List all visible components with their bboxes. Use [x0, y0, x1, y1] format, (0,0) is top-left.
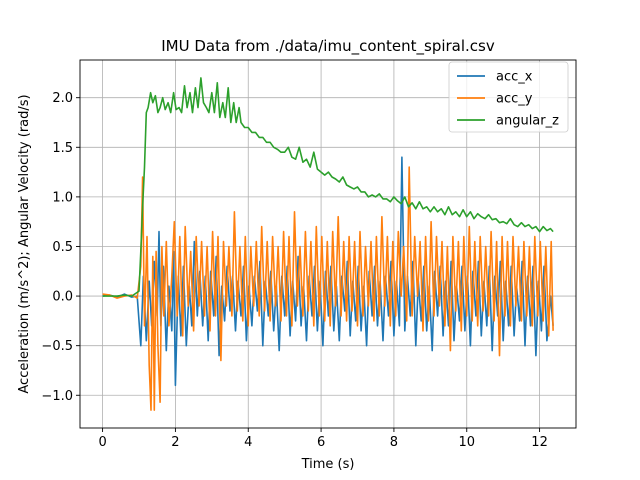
x-tick-label: 4: [244, 435, 252, 450]
x-tick-label: 10: [458, 435, 475, 450]
x-tick-label: 6: [317, 435, 325, 450]
y-axis-title: Acceleration (m/s^2); Angular Velocity (…: [17, 94, 32, 393]
y-tick-label: 1.5: [52, 141, 73, 156]
y-tick-label: 0.0: [52, 290, 73, 305]
axis-ticks: 0 2 4 6 8 10 12 −1.0 −0.5 0.0 0.5 1.0 1.5 2.0: [41, 91, 547, 450]
y-tick-label: 0.5: [52, 240, 73, 255]
series-lines: [102, 77, 554, 411]
y-tick-label: 1.0: [52, 190, 73, 205]
y-tick-label: 2.0: [52, 91, 73, 106]
legend-label-acc-y: acc_y: [496, 92, 533, 107]
x-axis-title: Time (s): [301, 457, 355, 472]
x-tick-label: 2: [171, 435, 179, 450]
x-tick-label: 0: [98, 435, 106, 450]
legend-label-angular-z: angular_z: [496, 114, 559, 129]
x-tick-label: 12: [531, 435, 548, 450]
y-tick-label: −0.5: [41, 339, 73, 354]
x-tick-label: 8: [390, 435, 398, 450]
series-line-angular-z: [102, 77, 554, 297]
legend-box: [448, 61, 569, 133]
legend-label-acc-x: acc_x: [496, 70, 533, 85]
series-line-acc-y: [102, 166, 554, 411]
chart-title: IMU Data from ./data/imu_content_spiral.…: [161, 37, 495, 56]
plot-frame: [79, 59, 577, 429]
legend: acc_x acc_y angular_z: [448, 61, 569, 133]
y-tick-label: −1.0: [41, 389, 73, 404]
